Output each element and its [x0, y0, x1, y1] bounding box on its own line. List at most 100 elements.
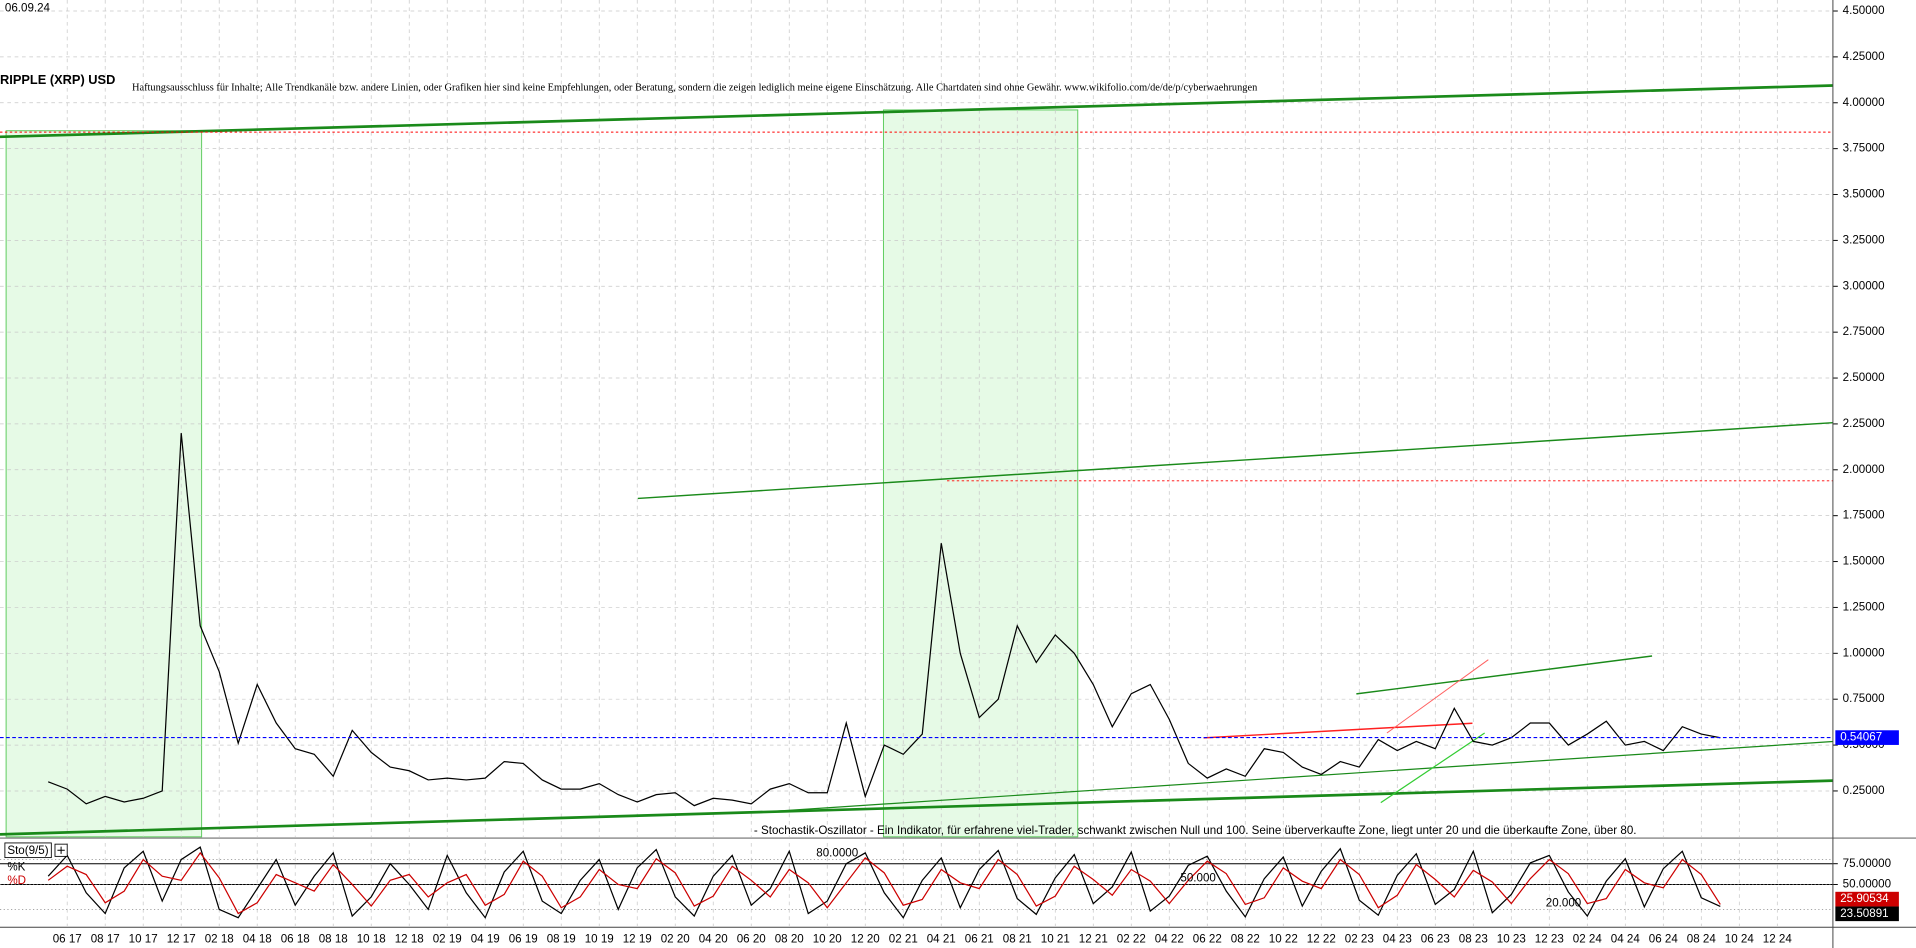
trend-line: [1356, 655, 1653, 695]
price-line: [47, 851, 1721, 915]
y-tick-label: 4.25000: [1843, 50, 1885, 63]
x-tick-label: 04 19: [471, 933, 500, 946]
legend-entry: %D: [7, 874, 26, 887]
x-tick-label: 12 19: [623, 933, 652, 946]
y-tick-label: 2.25000: [1843, 417, 1885, 430]
x-tick-label: 10 18: [357, 933, 386, 946]
x-tick-label: 04 20: [699, 933, 728, 946]
y-tick-label: 1.75000: [1843, 509, 1885, 522]
x-tick-label: 08 17: [91, 933, 120, 946]
y-tick-label: 1.50000: [1843, 555, 1885, 568]
trend-line: [0, 779, 1833, 836]
x-tick-label: 08 18: [319, 933, 348, 946]
trend-lines: [0, 84, 1833, 836]
x-tick-label: 08 23: [1459, 933, 1488, 946]
x-tick-label: 12 22: [1307, 933, 1336, 946]
disclaimer: Haftungsausschluss für Inhalte; Alle Tre…: [132, 82, 1258, 93]
x-tick-label: 10 24: [1725, 933, 1755, 946]
x-tick-label: 06 19: [509, 933, 538, 946]
y-tick-label: 1.25000: [1843, 600, 1885, 613]
y-tick-label: 2.00000: [1843, 463, 1885, 476]
last-value-label: 23.50891: [1840, 907, 1888, 920]
last-value-box: [1835, 891, 1899, 907]
x-tick-label: 12 23: [1535, 933, 1564, 946]
x-tick-label: 06 23: [1421, 933, 1450, 946]
x-tick-label: 06 21: [965, 933, 994, 946]
price-line: [47, 433, 1721, 807]
legend-entry: %K: [7, 860, 25, 873]
x-tick-label: 06 17: [53, 933, 82, 946]
x-tick-label: 12 18: [395, 933, 424, 946]
x-tick-label: 10 23: [1497, 933, 1526, 946]
y-tick-label: 2.75000: [1843, 325, 1885, 338]
x-tick-label: 08 19: [547, 933, 576, 946]
y-tick-label: 3.25000: [1843, 233, 1885, 246]
x-tick-label: 08 20: [775, 933, 804, 946]
level-label: 20.000: [1546, 896, 1581, 909]
level-label: 50.000: [1180, 871, 1215, 884]
trend-line: [1386, 659, 1489, 734]
x-tick-label: 04 21: [927, 933, 956, 946]
x-tick-label: 04 24: [1611, 933, 1641, 946]
last-price-box: [1835, 730, 1899, 745]
highlight-zone: [882, 109, 1079, 838]
x-tick-label: 10 22: [1269, 933, 1298, 946]
last-price-label: 0.54067: [1840, 731, 1882, 744]
x-tick-label: 02 22: [1117, 933, 1146, 946]
x-tick-label: 10 21: [1041, 933, 1070, 946]
y-tick-label: 75.00000: [1843, 857, 1891, 870]
date-label: 06.09.24: [5, 2, 51, 15]
x-tick-label: 06 24: [1649, 933, 1679, 946]
chart-title: RIPPLE (XRP) USD: [0, 72, 115, 87]
grid: [0, 0, 1833, 927]
x-tick-label: 02 19: [433, 933, 462, 946]
trend-line: [1203, 722, 1473, 739]
y-tick-label: 4.00000: [1843, 96, 1885, 109]
x-tick-label: 06 18: [281, 933, 310, 946]
highlight-zone: [5, 130, 203, 838]
trend-line: [1380, 732, 1485, 804]
indicator-title: Sto(9/5): [7, 844, 48, 857]
x-tick-label: 02 21: [889, 933, 918, 946]
y-tick-label: 0.75000: [1843, 692, 1885, 705]
plot: [0, 131, 1833, 919]
x-tick-label: 06 22: [1193, 933, 1222, 946]
y-tick-label: 1.00000: [1843, 646, 1885, 659]
x-tick-label: 04 23: [1383, 933, 1412, 946]
x-tick-label: 02 24: [1573, 933, 1603, 946]
x-tick-label: 08 22: [1231, 933, 1260, 946]
y-tick-label: 3.75000: [1843, 142, 1885, 155]
x-tick-label: 12 20: [851, 933, 880, 946]
y-tick-label: 50.00000: [1843, 878, 1891, 891]
x-tick-label: 08 21: [1003, 933, 1032, 946]
x-tick-label: 02 18: [205, 933, 234, 946]
x-tick-label: 08 24: [1687, 933, 1717, 946]
y-tick-label: 3.50000: [1843, 188, 1885, 201]
x-tick-label: 04 18: [243, 933, 272, 946]
last-value-label: 25.90534: [1840, 892, 1889, 905]
price-line: [47, 846, 1721, 919]
trend-line: [0, 84, 1833, 139]
expand-icon: [57, 846, 65, 854]
x-tick-label: 02 23: [1345, 933, 1374, 946]
x-tick-label: 12 17: [167, 933, 196, 946]
x-tick-label: 02 20: [661, 933, 690, 946]
indicator-box: [4, 842, 52, 859]
x-tick-label: 12 24: [1763, 933, 1793, 946]
last-value-box: [1835, 906, 1899, 922]
trend-line: [757, 740, 1833, 814]
y-tick-label: 3.00000: [1843, 279, 1885, 292]
trend-line: [637, 421, 1833, 500]
level-label: 80.0000: [816, 847, 858, 860]
x-tick-label: 06 20: [737, 933, 766, 946]
x-tick-label: 10 17: [129, 933, 158, 946]
x-tick-label: 04 22: [1155, 933, 1184, 946]
x-tick-label: 12 21: [1079, 933, 1108, 946]
y-tick-label: 4.50000: [1843, 4, 1885, 17]
x-tick-label: 10 19: [585, 933, 614, 946]
drawings: [5, 109, 1079, 838]
x-tick-label: 10 20: [813, 933, 842, 946]
